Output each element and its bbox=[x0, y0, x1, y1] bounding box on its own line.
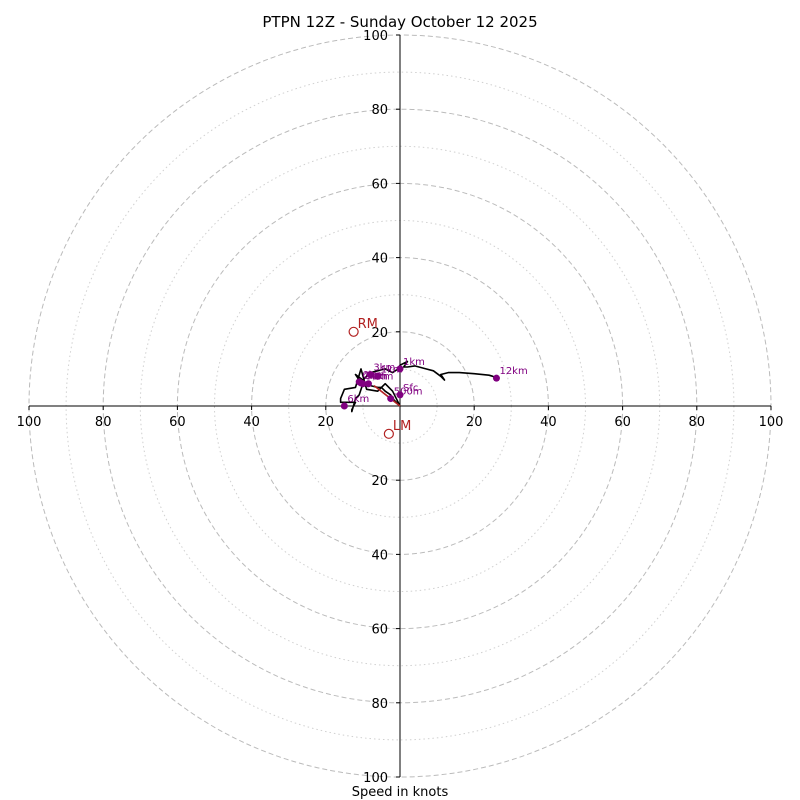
height-label-500m: 500m bbox=[394, 387, 423, 398]
x-tick-label: 100 bbox=[17, 415, 42, 430]
height-label-3km: 3km bbox=[373, 362, 395, 373]
height-point-1km bbox=[374, 372, 382, 380]
height-point-Sfc bbox=[396, 391, 404, 399]
height-point-6km bbox=[340, 402, 348, 410]
height-point-3km bbox=[357, 379, 365, 387]
height-point-6km bbox=[364, 380, 372, 388]
height-point-3km bbox=[366, 370, 374, 378]
y-tick-label: 40 bbox=[371, 252, 388, 267]
storm-motion-rm bbox=[348, 326, 359, 337]
y-tick-label: 60 bbox=[371, 623, 388, 638]
y-tick-label: 100 bbox=[363, 29, 388, 44]
chart-title: PTPN 12Z - Sunday October 12 2025 bbox=[262, 13, 537, 31]
y-tick-label: 60 bbox=[371, 177, 388, 192]
y-tick-label: 100 bbox=[363, 771, 388, 786]
height-point-500m bbox=[387, 395, 395, 403]
height-label-1km: 1km bbox=[381, 364, 403, 375]
storm-motion-label-lm: LM bbox=[393, 419, 411, 434]
height-label-Sfc: Sfc bbox=[403, 383, 418, 394]
x-tick-label: 20 bbox=[318, 415, 335, 430]
mean-wind-vector bbox=[373, 384, 401, 407]
y-tick-label: 20 bbox=[371, 326, 388, 341]
height-label-6km: 6km bbox=[371, 372, 393, 383]
x-tick-label: 80 bbox=[689, 415, 706, 430]
storm-motion: RM LM bbox=[348, 317, 411, 439]
height-label-6km: 6km bbox=[347, 394, 369, 405]
y-tick-label: 80 bbox=[371, 697, 388, 712]
height-point-1km bbox=[396, 365, 404, 373]
height-label-9km: 9km bbox=[366, 372, 388, 383]
height-label-12km: 12km bbox=[499, 366, 527, 377]
tick-labels: 100 80 60 40 20 20 40 60 80 100 100 80 60 40 20 20 40 60 8… bbox=[17, 29, 784, 786]
storm-motion-label-rm: RM bbox=[358, 317, 378, 332]
height-label-3km: 3km bbox=[364, 371, 386, 382]
hodograph-trace bbox=[339, 360, 497, 413]
x-tick-label: 100 bbox=[759, 415, 784, 430]
x-tick-label: 60 bbox=[614, 415, 631, 430]
x-tick-label: 20 bbox=[466, 415, 483, 430]
storm-motion-lm bbox=[383, 428, 394, 439]
x-tick-label: 60 bbox=[169, 415, 186, 430]
height-point-12km bbox=[492, 374, 500, 382]
x-tick-label: 40 bbox=[540, 415, 557, 430]
y-tick-label: 20 bbox=[371, 474, 388, 489]
y-tick-label: 80 bbox=[371, 103, 388, 118]
x-tick-label: 40 bbox=[243, 415, 260, 430]
x-axis-label: Speed in knots bbox=[352, 785, 449, 800]
y-tick-label: 40 bbox=[371, 548, 388, 563]
x-tick-label: 80 bbox=[95, 415, 112, 430]
height-label-1km: 1km bbox=[403, 357, 425, 368]
height-label-6km: 6km bbox=[362, 370, 384, 381]
